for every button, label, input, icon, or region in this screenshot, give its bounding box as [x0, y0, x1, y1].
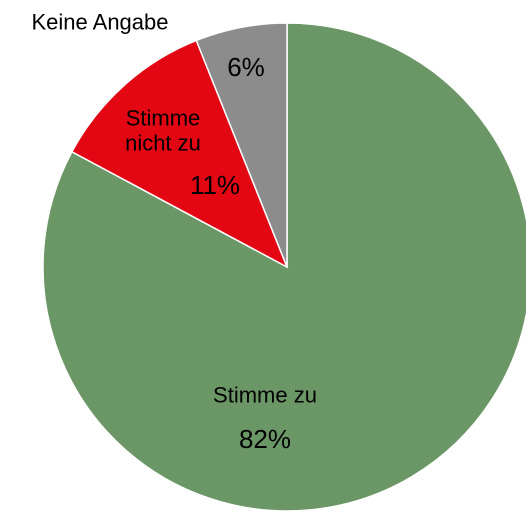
slice-label: Keine Angabe — [31, 9, 169, 35]
slice-label: Stimme nicht zu — [125, 105, 201, 156]
pie-slice — [42, 22, 526, 511]
value-label: 82% — [238, 424, 292, 455]
pie-slice — [70, 39, 289, 269]
value-label: 6% — [227, 52, 265, 83]
slice-label: Stimme zu — [213, 382, 317, 408]
pie-slice — [195, 22, 288, 268]
value-label: 11% — [189, 170, 241, 201]
